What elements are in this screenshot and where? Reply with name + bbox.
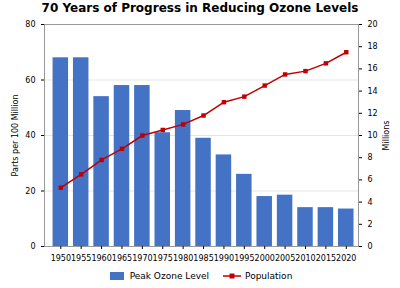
svg-text:2010: 2010 <box>295 254 315 263</box>
svg-text:60: 60 <box>25 76 35 85</box>
svg-text:1975: 1975 <box>153 254 173 263</box>
svg-text:6: 6 <box>368 175 373 184</box>
svg-text:1985: 1985 <box>193 254 213 263</box>
svg-text:0: 0 <box>368 242 373 251</box>
svg-text:4: 4 <box>368 198 373 207</box>
svg-text:1995: 1995 <box>234 254 254 263</box>
svg-text:1955: 1955 <box>71 254 91 263</box>
svg-text:2005: 2005 <box>275 254 295 263</box>
svg-text:1960: 1960 <box>91 254 111 263</box>
svg-text:20: 20 <box>25 187 35 196</box>
svg-text:1980: 1980 <box>173 254 193 263</box>
svg-text:2000: 2000 <box>255 254 275 263</box>
svg-text:10: 10 <box>368 131 378 140</box>
svg-text:Parts per 100 Million: Parts per 100 Million <box>11 95 20 177</box>
svg-text:Millions: Millions <box>382 121 391 151</box>
svg-text:0: 0 <box>30 242 35 251</box>
html-text:Population: Population <box>245 271 293 281</box>
svg-text:1965: 1965 <box>112 254 132 263</box>
svg-text:14: 14 <box>368 87 378 96</box>
svg-text:80: 80 <box>25 20 35 29</box>
html-text:70 Years of Progress in Reduci: 70 Years of Progress in Reducing Ozone L… <box>41 1 359 15</box>
svg-text:2015: 2015 <box>316 254 336 263</box>
svg-text:8: 8 <box>368 153 373 162</box>
svg-text:2020: 2020 <box>336 254 356 263</box>
svg-text:18: 18 <box>368 42 378 51</box>
svg-text:2: 2 <box>368 220 373 229</box>
svg-text:1990: 1990 <box>214 254 234 263</box>
svg-text:12: 12 <box>368 109 378 118</box>
svg-text:16: 16 <box>368 64 378 73</box>
svg-text:40: 40 <box>25 131 35 140</box>
svg-text:1950: 1950 <box>51 254 71 263</box>
svg-text:20: 20 <box>368 20 378 29</box>
svg-text:1970: 1970 <box>132 254 152 263</box>
html-text:Peak Ozone Level: Peak Ozone Level <box>129 271 209 281</box>
